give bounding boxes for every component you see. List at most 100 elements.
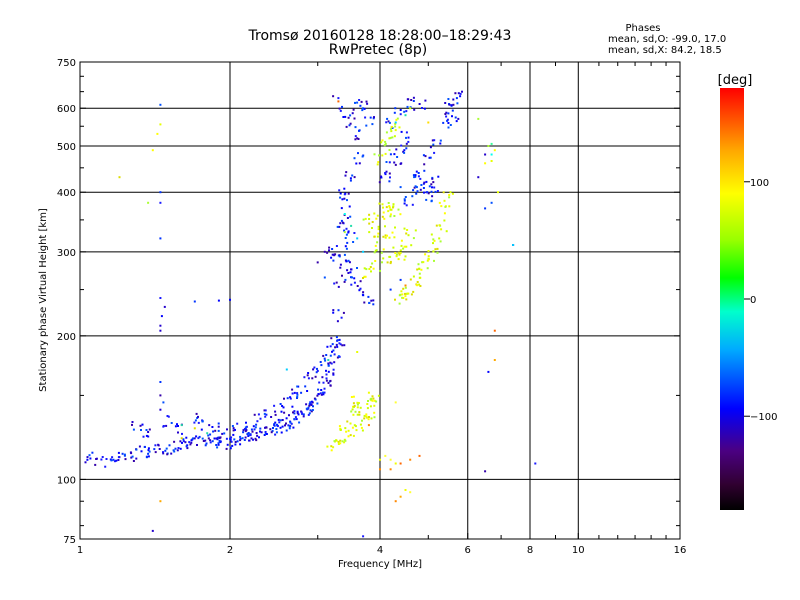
data-point [428,156,431,159]
data-point [404,286,407,289]
data-point [225,447,228,450]
data-point [279,419,282,422]
data-point [270,431,273,434]
data-point [166,453,169,456]
data-point [338,225,341,228]
data-point [400,144,403,147]
data-point [360,100,363,103]
y-axis-ticks: 75 100 200 300 400 500 600 750 [57,58,680,546]
data-point [281,405,284,407]
data-point [427,250,430,252]
data-point [400,244,403,247]
data-point [443,199,446,202]
data-point [350,396,353,398]
data-point [418,276,421,279]
data-point [316,394,319,397]
data-point [384,152,387,155]
data-point [340,219,343,222]
data-point [168,444,171,447]
stats-heading: Phases [625,23,660,34]
data-point [322,393,325,396]
data-point [291,388,294,391]
data-point [180,437,183,440]
data-point [370,417,373,420]
data-point [232,433,235,436]
data-point [358,413,361,416]
data-point [288,425,291,428]
data-point [412,189,415,192]
data-point [363,414,366,417]
data-point [174,447,177,450]
data-point [356,403,359,406]
data-point [307,377,310,380]
data-point [276,425,279,428]
data-point [350,410,353,413]
data-point [403,202,406,205]
data-point [349,177,352,180]
data-point [276,423,278,426]
data-point [429,146,432,149]
data-point [362,294,365,297]
data-point [330,256,333,259]
data-point [438,201,441,204]
data-point [394,129,397,132]
data-point [208,424,211,427]
data-point [247,435,250,437]
data-point [367,391,370,394]
data-point [140,429,142,431]
data-point [450,104,453,107]
data-point [382,248,385,251]
data-point [301,412,304,415]
data-point [145,456,148,459]
data-point [415,192,418,195]
data-point [445,230,448,233]
data-point [368,268,371,270]
data-point [420,268,423,271]
data-point [353,277,356,280]
data-point [336,339,339,342]
data-point [403,151,406,154]
data-point [430,183,433,186]
data-point [159,394,162,397]
data-point [395,118,398,121]
data-point [147,201,150,204]
data-point [439,139,442,142]
data-point [288,427,291,430]
data-point [302,415,305,418]
data-point [326,445,329,448]
data-point [326,251,329,254]
data-point [410,244,413,247]
data-point [477,117,480,120]
data-point [176,449,179,452]
data-point [383,217,386,220]
data-point [333,282,336,285]
data-point [330,362,333,365]
data-point [418,454,421,457]
data-point [389,153,392,156]
data-point [197,437,200,440]
chart-subtitle: RwPretec (8p) [329,42,427,58]
data-point [300,411,303,414]
data-point [291,392,294,395]
data-point [105,458,108,460]
data-point [429,156,432,159]
data-point [300,391,303,394]
data-point [201,437,204,440]
data-point [147,447,150,450]
data-point [335,439,338,442]
data-point [373,116,375,119]
data-point [349,179,352,182]
data-point [461,90,463,93]
data-point [332,372,335,375]
data-point [272,427,274,429]
data-point [288,414,290,417]
data-point [391,231,394,234]
y-tick-label: 500 [57,142,76,153]
data-point [323,276,326,279]
data-point [332,259,335,262]
data-point [434,190,437,193]
data-point [410,293,413,296]
data-point [361,155,364,158]
data-point [285,429,288,432]
data-point [369,266,372,268]
